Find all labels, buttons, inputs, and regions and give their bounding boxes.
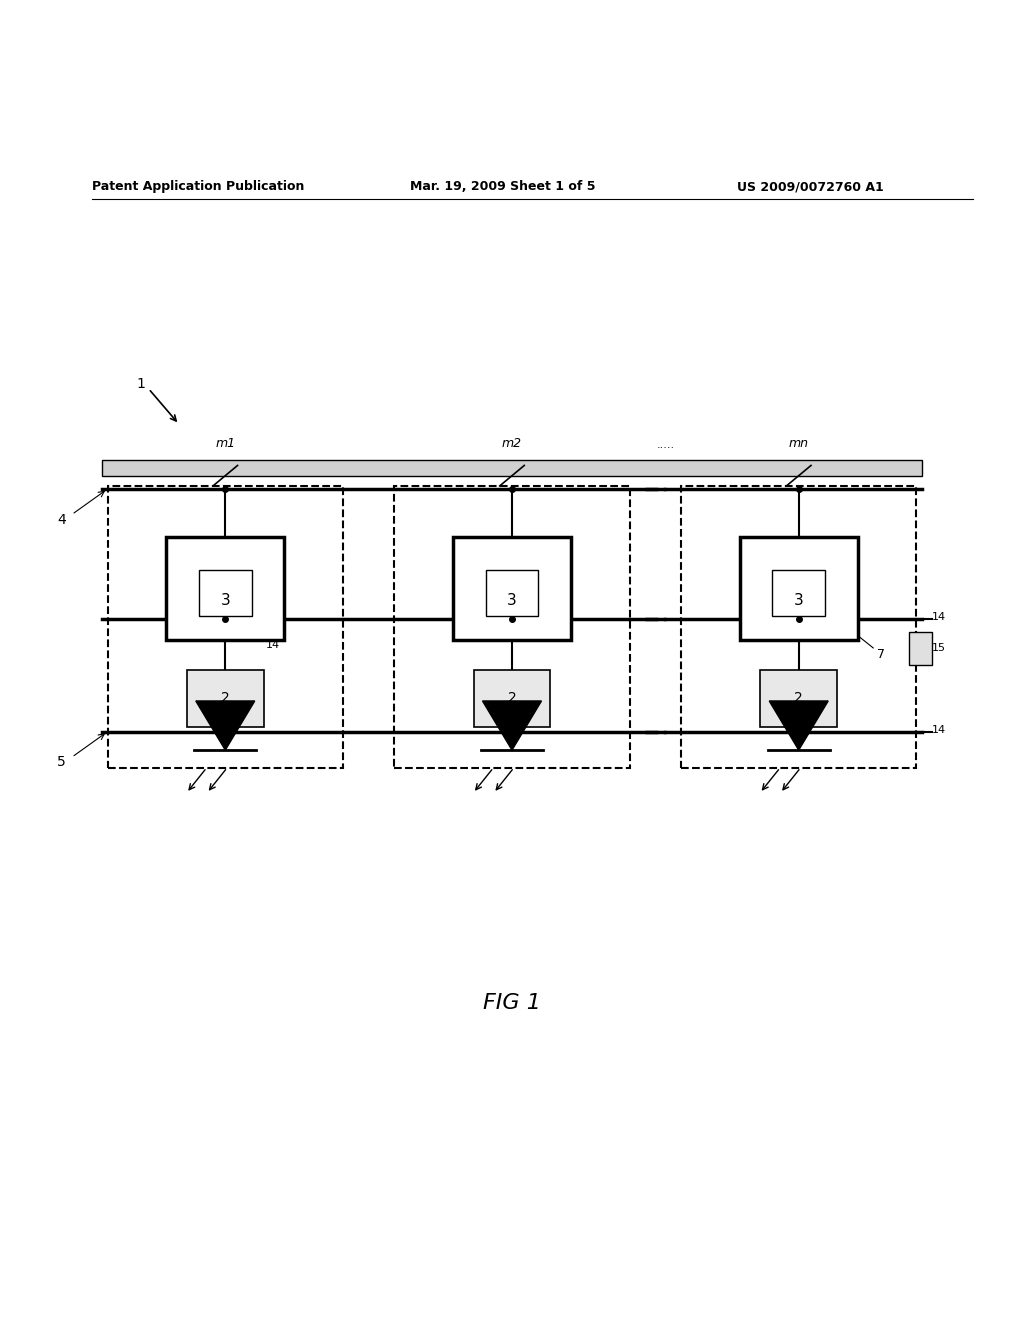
Bar bbox=[394, 486, 630, 767]
Bar bbox=[760, 671, 838, 726]
Polygon shape bbox=[482, 701, 542, 750]
Text: 1: 1 bbox=[137, 376, 145, 391]
Text: .....: ..... bbox=[656, 440, 675, 450]
Bar bbox=[166, 537, 285, 639]
Text: 3: 3 bbox=[220, 593, 230, 609]
Bar bbox=[102, 461, 922, 475]
Text: 6: 6 bbox=[834, 582, 842, 595]
Text: 14: 14 bbox=[932, 725, 946, 735]
Text: 7: 7 bbox=[877, 648, 885, 661]
Bar bbox=[186, 671, 264, 726]
Bar bbox=[485, 570, 539, 616]
Text: m1: m1 bbox=[215, 437, 236, 450]
Bar bbox=[772, 570, 825, 616]
Text: 14: 14 bbox=[266, 640, 281, 649]
Text: Patent Application Publication: Patent Application Publication bbox=[92, 181, 304, 194]
Text: 2: 2 bbox=[795, 692, 803, 705]
Text: 4: 4 bbox=[57, 512, 66, 527]
Text: 14: 14 bbox=[932, 612, 946, 622]
Bar bbox=[739, 537, 858, 639]
Text: 6: 6 bbox=[260, 582, 268, 595]
Text: 3: 3 bbox=[507, 593, 517, 609]
Text: 3: 3 bbox=[794, 593, 804, 609]
Text: 15: 15 bbox=[932, 643, 946, 652]
Bar bbox=[199, 570, 252, 616]
Text: mn: mn bbox=[788, 437, 809, 450]
Text: 5: 5 bbox=[57, 755, 66, 770]
Text: Mar. 19, 2009 Sheet 1 of 5: Mar. 19, 2009 Sheet 1 of 5 bbox=[410, 181, 595, 194]
Text: FIG 1: FIG 1 bbox=[483, 993, 541, 1012]
Polygon shape bbox=[196, 701, 255, 750]
Bar bbox=[453, 537, 571, 639]
Bar bbox=[473, 671, 551, 726]
Text: 2: 2 bbox=[221, 692, 229, 705]
Text: US 2009/0072760 A1: US 2009/0072760 A1 bbox=[737, 181, 884, 194]
Text: 2: 2 bbox=[508, 692, 516, 705]
Bar bbox=[909, 632, 932, 665]
Text: m2: m2 bbox=[502, 437, 522, 450]
Bar bbox=[108, 486, 343, 767]
Polygon shape bbox=[769, 701, 828, 750]
Bar bbox=[681, 486, 916, 767]
Text: 6: 6 bbox=[547, 582, 555, 595]
